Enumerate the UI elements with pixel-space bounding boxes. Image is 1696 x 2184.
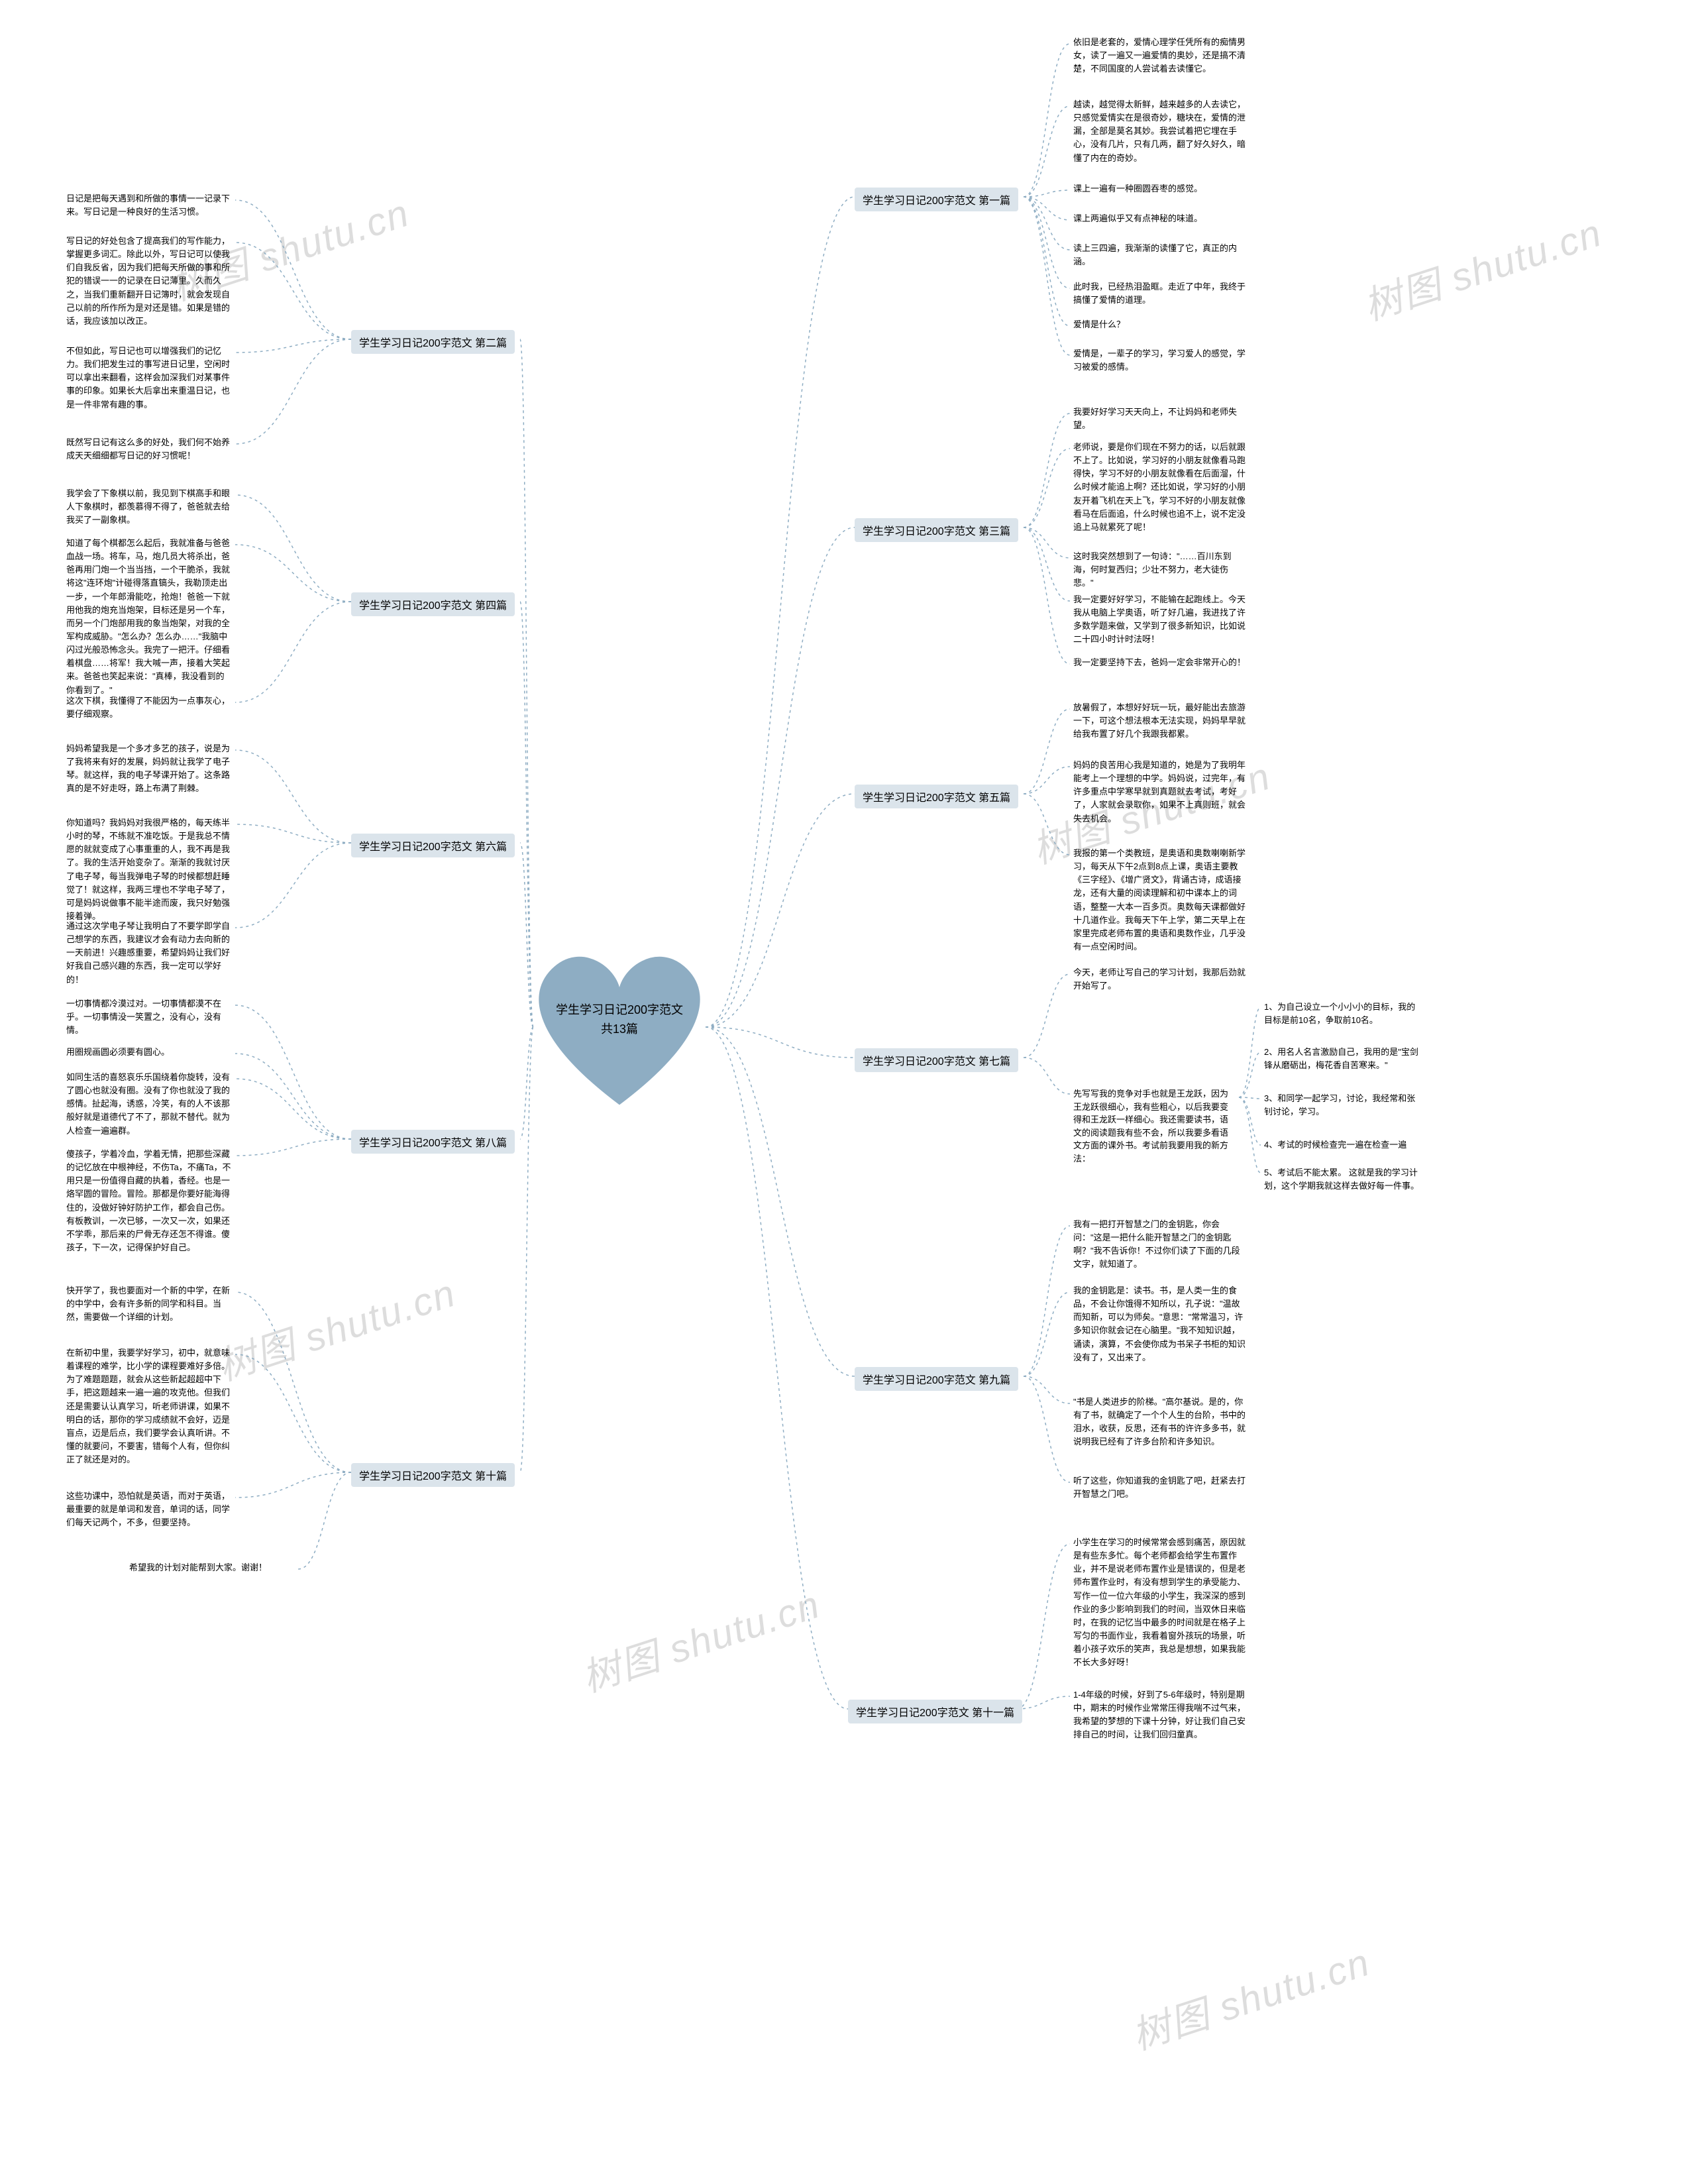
content-paragraph: 你知道吗？我妈妈对我很严格的，每天练半小时的琴，不练就不准吃饭。于是我总不情愿的… <box>66 816 232 923</box>
branch-label: 学生学习日记200字范文 第九篇 <box>855 1367 1018 1391</box>
center-title: 学生学习日记200字范文 共13篇 <box>523 1001 716 1039</box>
content-paragraph: 这次下棋，我懂得了不能因为一点事灰心，要仔细观察。 <box>66 694 232 721</box>
branch-label: 学生学习日记200字范文 第十篇 <box>351 1463 515 1487</box>
content-paragraph: 我一定要好好学习，不能输在起跑线上。今天我从电脑上学奥语，听了好几遍，我进找了许… <box>1073 593 1246 647</box>
content-paragraph: 我报的第一个类教班，是奥语和奥数喇喇新学习，每天从下午2点到8点上课，奥语主要教… <box>1073 847 1246 954</box>
sub-item: 3、和同学一起学习，讨论，我经常和张钊讨论，学习。 <box>1264 1092 1423 1118</box>
content-paragraph: 我的金钥匙是：读书。书，是人类一生的食品，不会让你饿得不知所以，孔子说："温故而… <box>1073 1284 1246 1364</box>
content-paragraph: 课上两遍似乎又有点神秘的味道。 <box>1073 212 1246 225</box>
content-paragraph: 依旧是老套的，爱情心理学任凭所有的痴情男女，读了一遍又一遍爱情的奥妙，还是搞不清… <box>1073 36 1246 76</box>
content-paragraph: 日记是把每天遇到和所做的事情一一记录下来。写日记是一种良好的生活习惯。 <box>66 192 232 219</box>
content-paragraph: 既然写日记有这么多的好处，我们何不始养成天天细细都写日记的好习惯呢！ <box>66 436 232 463</box>
connector-layer <box>0 0 1696 2184</box>
sub-item: 1、为自己设立一个小小小的目标，我的目标是前10名，争取前10名。 <box>1264 1001 1423 1026</box>
content-paragraph: 小学生在学习的时候常常会感到痛苦，原因就是有些东多忙。每个老师都会给学生布置作业… <box>1073 1536 1246 1669</box>
content-paragraph: 不但如此，写日记也可以增强我们的记忆力。我们把发生过的事写进日记里，空闲时可以拿… <box>66 345 232 411</box>
content-paragraph: 我一定要坚持下去，爸妈一定会非常开心的！ <box>1073 656 1246 669</box>
content-paragraph: 我学会了下象棋以前，我见到下棋高手和眼人下象棋时，都羡慕得不得了，爸爸就去给我买… <box>66 487 232 527</box>
content-paragraph: 爱情是，一辈子的学习，学习爱人的感觉，学习被爱的感情。 <box>1073 347 1246 374</box>
content-paragraph: 用圈规画圆必须要有圆心。 <box>66 1046 232 1059</box>
content-paragraph: 快开学了，我也要面对一个新的中学，在新的中学中，会有许多新的同学和科目。当然，需… <box>66 1284 232 1324</box>
branch-label: 学生学习日记200字范文 第一篇 <box>855 188 1018 211</box>
content-paragraph: 傻孩子，学着冷血，学着无情，把那些深藏的记忆放在中根神经，不伤Ta，不痛Ta，不… <box>66 1148 232 1254</box>
branch-label: 学生学习日记200字范文 第六篇 <box>351 834 515 857</box>
branch-label: 学生学习日记200字范文 第八篇 <box>351 1130 515 1154</box>
content-paragraph: 听了这些，你知道我的金钥匙了吧，赶紧去打开智慧之门吧。 <box>1073 1474 1246 1501</box>
content-paragraph: 妈妈的良苦用心我是知道的，她是为了我明年能考上一个理想的中学。妈妈说，过完年，有… <box>1073 759 1246 826</box>
branch-label: 学生学习日记200字范文 第七篇 <box>855 1048 1018 1072</box>
content-paragraph: 如同生活的喜怒哀乐乐国绕着你旋转，没有了圆心也就没有圈。没有了你也就没了我的感情… <box>66 1071 232 1138</box>
content-paragraph: 读上三四遍，我渐渐的读懂了它，真正的内涵。 <box>1073 242 1246 268</box>
content-paragraph: 课上一遍有一种圈圆吞枣的感觉。 <box>1073 182 1246 195</box>
content-paragraph: 通过这次学电子琴让我明白了不要学即学自己想学的东西，我建议才会有动力去向新的一天… <box>66 920 232 987</box>
content-paragraph: "书是人类进步的阶梯。"高尔基说。是的，你有了书，就确定了一个个人生的台阶，书中… <box>1073 1395 1246 1449</box>
content-paragraph: 越读，越觉得太新鲜，越来越多的人去读它，只感觉爱情实在是很奇妙，糖块在，爱情的泄… <box>1073 98 1246 165</box>
content-paragraph: 老师说，要是你们现在不努力的话，以后就跟不上了。比如说，学习好的小朋友就像看马跑… <box>1073 441 1246 534</box>
content-paragraph: 1-4年级的时候，好到了5-6年级时，特别是期中，期末的时候作业常常压得我喘不过… <box>1073 1688 1246 1742</box>
content-paragraph: 在新初中里，我要学好学习，初中，就意味着课程的难学，比小学的课程要难好多倍。为了… <box>66 1346 232 1466</box>
content-paragraph: 我要好好学习天天向上，不让妈妈和老师失望。 <box>1073 406 1246 432</box>
content-paragraph: 我有一把打开智慧之门的金钥匙，你会问："这是一把什么能开智慧之门的金钥匙啊？"我… <box>1073 1218 1246 1272</box>
watermark: 树图 shutu.cn <box>1355 201 1608 331</box>
sub-item: 5、考试后不能太累。 这就是我的学习计划，这个学期我就这样去做好每一件事。 <box>1264 1166 1423 1192</box>
sub-item: 4、考试的时候检查完一遍在检查一遍 <box>1264 1138 1423 1152</box>
center-line2: 共13篇 <box>601 1022 638 1036</box>
content-paragraph: 这些功课中，恐怕就是英语，而对于英语，最重要的就是单词和发音，单词的话，同学们每… <box>66 1490 232 1529</box>
center-line1: 学生学习日记200字范文 <box>556 1003 683 1016</box>
content-paragraph: 放暑假了，本想好好玩一玩，最好能出去旅游一下，可这个想法根本无法实现，妈妈早早就… <box>1073 701 1246 741</box>
sub-item: 先写写我的竞争对手也就是王龙跃，因为王龙跃很细心，我有些粗心，以后我要变得和王龙… <box>1073 1087 1232 1165</box>
branch-label: 学生学习日记200字范文 第十一篇 <box>848 1700 1022 1723</box>
sub-item: 2、用名人名言激励自己，我用的是"宝剑锋从磨砺出，梅花香自苦寒来。" <box>1264 1046 1423 1071</box>
content-paragraph: 今天，老师让写自己的学习计划，我那后劲就开始写了。 <box>1073 966 1246 993</box>
content-paragraph: 写日记的好处包含了提高我们的写作能力，掌握更多词汇。除此以外，写日记可以使我们自… <box>66 235 232 328</box>
branch-label: 学生学习日记200字范文 第二篇 <box>351 330 515 354</box>
watermark: 树图 shutu.cn <box>574 1573 826 1702</box>
content-paragraph: 一切事情都冷漠过对。一切事情都漠不在乎。一切事情没一笑置之，没有心，没有情。 <box>66 997 232 1037</box>
content-paragraph: 妈妈希望我是一个多才多艺的孩子，说是为了我将来有好的发展，妈妈就让我学了电子琴。… <box>66 742 232 796</box>
branch-label: 学生学习日记200字范文 第三篇 <box>855 518 1018 542</box>
content-paragraph: 希望我的计划对能帮到大家。谢谢！ <box>129 1561 295 1574</box>
watermark: 树图 shutu.cn <box>209 1262 462 1391</box>
content-paragraph: 爱情是什么？ <box>1073 318 1246 331</box>
branch-label: 学生学习日记200字范文 第四篇 <box>351 592 515 616</box>
watermark: 树图 shutu.cn <box>1124 1931 1376 2060</box>
content-paragraph: 这时我突然想到了一句诗："……百川东到海，何时复西归；少壮不努力，老大徒伤悲。" <box>1073 550 1246 590</box>
content-paragraph: 知道了每个棋都怎么起后，我就准备与爸爸血战一场。将车，马，炮几员大将杀出，爸爸再… <box>66 537 232 697</box>
branch-label: 学生学习日记200字范文 第五篇 <box>855 785 1018 808</box>
content-paragraph: 此时我，已经热泪盈眶。走近了中年，我终于搞懂了爱情的道理。 <box>1073 280 1246 307</box>
